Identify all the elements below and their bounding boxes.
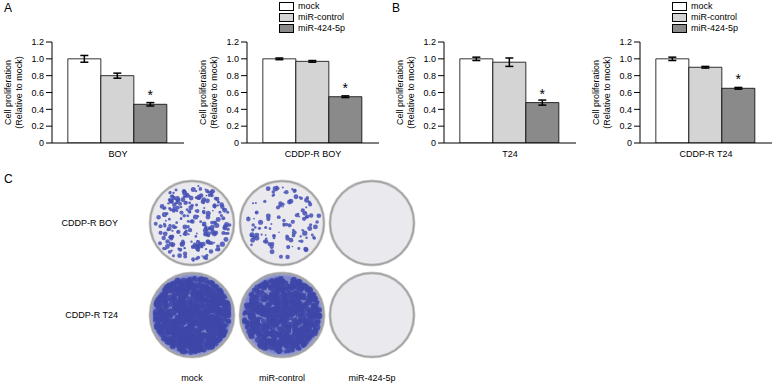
svg-text:(Relative to mock): (Relative to mock) <box>14 56 24 129</box>
svg-text:(Relative to mock): (Relative to mock) <box>406 56 416 129</box>
svg-text:CDDP-R T24: CDDP-R T24 <box>680 149 733 159</box>
svg-text:0.4: 0.4 <box>619 105 632 115</box>
svg-text:0.2: 0.2 <box>226 121 239 131</box>
svg-text:0: 0 <box>627 138 632 148</box>
svg-text:(Relative to mock): (Relative to mock) <box>602 56 612 129</box>
svg-text:0.8: 0.8 <box>423 71 436 81</box>
html-text:mock: mock <box>298 1 320 11</box>
svg-text:(Relative to mock): (Relative to mock) <box>209 56 219 129</box>
html-text:A: A <box>4 1 12 15</box>
svg-text:0.6: 0.6 <box>226 88 239 98</box>
svg-text:0.6: 0.6 <box>31 88 44 98</box>
svg-text:CDDP-R BOY: CDDP-R BOY <box>61 218 118 228</box>
html-text:C: C <box>4 172 13 186</box>
svg-text:*: * <box>148 87 154 103</box>
svg-text:BOY: BOY <box>108 149 127 159</box>
svg-text:0.6: 0.6 <box>619 88 632 98</box>
svg-text:1.0: 1.0 <box>31 54 44 64</box>
svg-text:Cell proliferation: Cell proliferation <box>591 60 601 125</box>
svg-text:Cell proliferation: Cell proliferation <box>3 60 13 125</box>
svg-text:CDDP-R T24: CDDP-R T24 <box>65 310 118 320</box>
svg-text:1.2: 1.2 <box>619 37 632 47</box>
svg-text:0.8: 0.8 <box>619 71 632 81</box>
svg-text:1.2: 1.2 <box>423 37 436 47</box>
svg-text:miR-424-5p: miR-424-5p <box>348 373 395 383</box>
svg-text:0: 0 <box>39 138 44 148</box>
svg-text:1.0: 1.0 <box>226 54 239 64</box>
svg-text:1.0: 1.0 <box>619 54 632 64</box>
svg-text:T24: T24 <box>502 149 518 159</box>
svg-text:miR-control: miR-control <box>259 373 305 383</box>
html-text:mock: mock <box>691 1 713 11</box>
svg-text:0: 0 <box>234 138 239 148</box>
svg-text:1.0: 1.0 <box>423 54 436 64</box>
html-text:miR-control: miR-control <box>298 12 344 22</box>
svg-text:0.4: 0.4 <box>31 105 44 115</box>
svg-text:mock: mock <box>181 373 203 383</box>
svg-text:Cell proliferation: Cell proliferation <box>198 60 208 125</box>
html-text:miR-424-5p: miR-424-5p <box>691 23 738 33</box>
svg-text:0.4: 0.4 <box>423 105 436 115</box>
svg-text:0.2: 0.2 <box>423 121 436 131</box>
svg-text:*: * <box>736 71 742 87</box>
svg-text:0.8: 0.8 <box>226 71 239 81</box>
svg-text:0.2: 0.2 <box>619 121 632 131</box>
html-text:miR-control: miR-control <box>691 12 737 22</box>
svg-text:0: 0 <box>431 138 436 148</box>
html-text:B: B <box>392 1 400 15</box>
svg-text:*: * <box>343 80 349 96</box>
svg-text:Cell proliferation: Cell proliferation <box>395 60 405 125</box>
svg-text:CDDP-R BOY: CDDP-R BOY <box>285 149 342 159</box>
svg-text:0.2: 0.2 <box>31 121 44 131</box>
svg-text:1.2: 1.2 <box>226 37 239 47</box>
svg-text:0.4: 0.4 <box>226 105 239 115</box>
html-text:miR-424-5p: miR-424-5p <box>298 23 345 33</box>
svg-text:0.8: 0.8 <box>31 71 44 81</box>
svg-text:0.6: 0.6 <box>423 88 436 98</box>
svg-text:1.2: 1.2 <box>31 37 44 47</box>
svg-text:*: * <box>540 86 546 102</box>
